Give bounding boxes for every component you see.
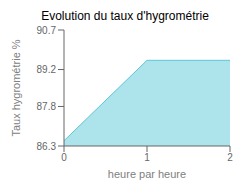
svg-text:0: 0 [61, 152, 67, 163]
svg-text:heure par heure: heure par heure [108, 168, 186, 180]
svg-text:2: 2 [227, 152, 233, 163]
html-text:Evolution du taux d'hygrométri: Evolution du taux d'hygrométrie [41, 9, 209, 23]
svg-text:90.7: 90.7 [37, 25, 57, 36]
svg-text:87.8: 87.8 [37, 101, 57, 112]
svg-text:89.2: 89.2 [37, 64, 57, 75]
svg-text:Taux hygrométrie %: Taux hygrométrie % [10, 39, 22, 136]
svg-text:86.3: 86.3 [37, 141, 57, 152]
svg-text:1: 1 [144, 152, 150, 163]
